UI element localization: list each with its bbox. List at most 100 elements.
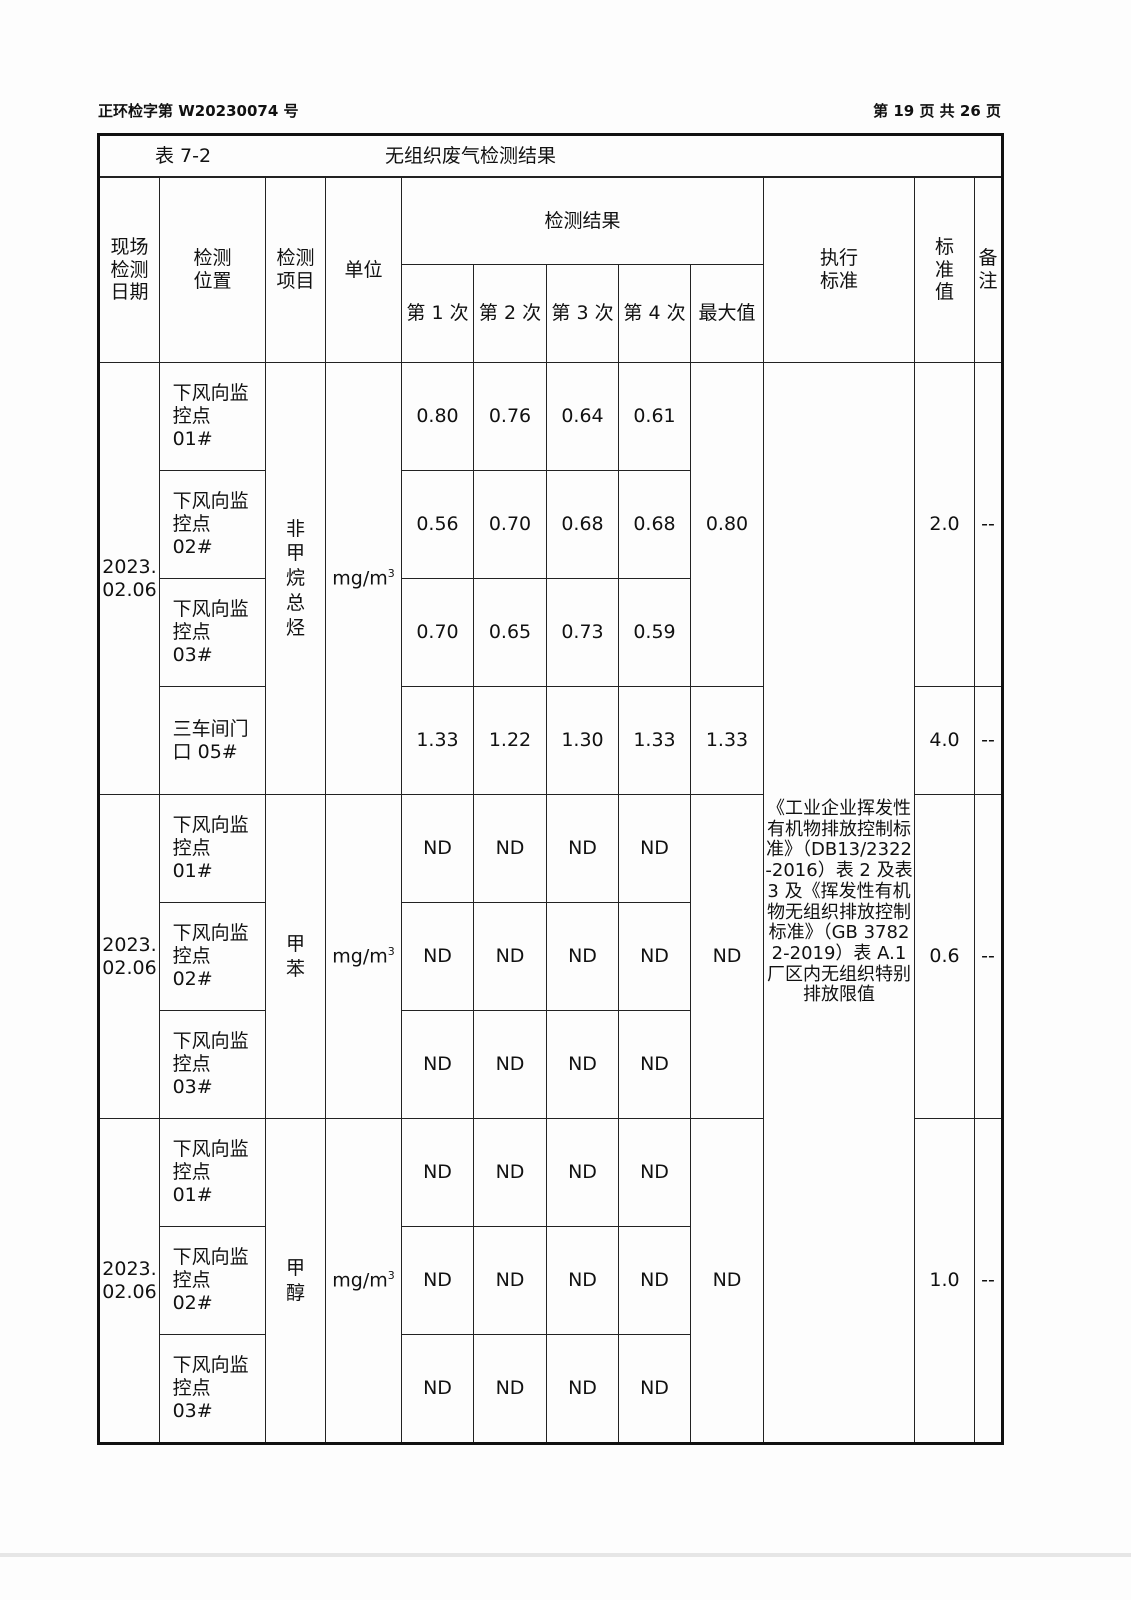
report-number: 正环检字第 W20230074 号 [98, 102, 299, 120]
note-cell: -- [973, 794, 1004, 1119]
location-cell: 下风向监控点 03# [159, 1334, 266, 1444]
col-r1: 第 1 次 [401, 264, 474, 363]
location-text: 三车间门口 05# [172, 717, 249, 763]
result-cell: 0.80 [401, 362, 474, 471]
result-cell: ND [473, 794, 547, 903]
col-note: 备 注 [973, 176, 1004, 363]
result-cell: ND [618, 1334, 691, 1444]
result-cell: 0.56 [401, 470, 474, 579]
item-text: 非甲烷总烃 [285, 517, 305, 639]
result-cell: 1.33 [618, 686, 691, 795]
col-r4: 第 4 次 [618, 264, 691, 363]
scan-edge [0, 1553, 1131, 1557]
location-text: 下风向监控点 01# [172, 814, 249, 882]
unit-cell: mg/m3 [325, 794, 402, 1119]
col-unit: 单位 [325, 176, 402, 363]
location-cell: 下风向监控点 03# [159, 1010, 266, 1119]
location-text: 下风向监控点 02# [172, 490, 249, 558]
limit-cell: 0.6 [914, 794, 975, 1119]
result-cell: ND [401, 794, 474, 903]
col-item: 检测 项目 [265, 176, 326, 363]
unit-text: mg/m [332, 945, 388, 968]
max-cell: 1.33 [690, 686, 764, 795]
table-row: 2023. 02.06 下风向监控点 01# 非甲烷总烃 mg/m3 0.80 0.76 0… [98, 362, 1004, 1444]
result-cell: ND [401, 1010, 474, 1119]
result-cell: ND [546, 1226, 619, 1335]
unit-exponent: 3 [387, 566, 395, 580]
limit-cell: 1.0 [914, 1118, 975, 1444]
table-row: 下风向监控点 02# 0.56 0.70 0.68 0.68 [99, 470, 1003, 579]
col-limit: 标 准 值 [914, 176, 975, 363]
limit-cell: 2.0 [914, 362, 975, 687]
result-cell: ND [546, 794, 619, 903]
result-cell: 0.73 [546, 578, 619, 687]
location-text: 下风向监控点 03# [172, 598, 249, 666]
col-date: 现场 检测 日期 [98, 176, 160, 363]
result-cell: ND [473, 1010, 547, 1119]
location-text: 下风向监控点 03# [172, 1354, 249, 1422]
col-max: 最大值 [690, 264, 764, 363]
table-row: 下风向监控点 02# ND ND ND ND [99, 1226, 1003, 1335]
table-row: 2023. 02.06 下风向监控点 01# 甲苯 mg/m3 ND ND ND ND ND 0.… [98, 794, 1004, 1119]
result-cell: ND [618, 1010, 691, 1119]
date-cell: 2023. 02.06 [98, 794, 160, 1119]
location-text: 下风向监控点 02# [172, 1246, 249, 1314]
result-cell: ND [546, 902, 619, 1011]
result-cell: 0.61 [618, 362, 691, 471]
location-text: 下风向监控点 01# [172, 382, 249, 450]
location-cell: 下风向监控点 01# [159, 362, 266, 471]
subheader-row: 第 1 次 第 2 次 第 3 次 第 4 次 最大值 [99, 264, 1003, 363]
table-row: 2023. 02.06 下风向监控点 01# 甲醇 mg/m3 ND ND ND ND ND 1.… [98, 1118, 1004, 1444]
result-cell: ND [401, 1118, 474, 1227]
limit-cell: 4.0 [914, 686, 975, 795]
result-cell: 0.64 [546, 362, 619, 471]
result-cell: 0.68 [546, 470, 619, 579]
location-cell: 下风向监控点 01# [159, 794, 266, 903]
location-text: 下风向监控点 01# [172, 1138, 249, 1206]
header-row: 现场 检测 日期 检测 位置 检测 项目 单位 检测结果 执行 标准 标 准 值… [98, 176, 1004, 363]
result-cell: 0.59 [618, 578, 691, 687]
result-cell: 1.33 [401, 686, 474, 795]
result-cell: 0.76 [473, 362, 547, 471]
max-cell: ND [690, 1118, 764, 1444]
result-cell: ND [473, 1334, 547, 1444]
note-cell: -- [973, 1118, 1004, 1444]
item-text: 甲醇 [285, 1256, 305, 1304]
col-results: 检测结果 [401, 176, 764, 265]
note-cell: -- [973, 686, 1004, 795]
location-cell: 三车间门口 05# [159, 686, 266, 795]
item-cell: 甲醇 [265, 1118, 326, 1444]
result-cell: 0.70 [473, 470, 547, 579]
results-table: 表 7-2 无组织废气检测结果 现场 检测 日期 检测 位置 检测 项目 单位 检… [97, 133, 1005, 1445]
result-cell: ND [401, 1226, 474, 1335]
location-cell: 下风向监控点 02# [159, 1226, 266, 1335]
table-title-row: 表 7-2 无组织废气检测结果 [97, 134, 1004, 178]
table-row: 下风向监控点 03# ND ND ND ND [99, 1334, 1003, 1444]
date-cell: 2023. 02.06 [98, 1118, 160, 1444]
result-cell: 0.68 [618, 470, 691, 579]
result-cell: ND [473, 1118, 547, 1227]
note-cell: -- [973, 362, 1004, 687]
result-cell: 0.65 [473, 578, 547, 687]
location-text: 下风向监控点 02# [172, 922, 249, 990]
result-cell: ND [546, 1010, 619, 1119]
result-cell: ND [546, 1334, 619, 1444]
result-cell: ND [618, 1118, 691, 1227]
location-cell: 下风向监控点 01# [159, 1118, 266, 1227]
location-cell: 下风向监控点 02# [159, 470, 266, 579]
unit-exponent: 3 [387, 1268, 395, 1282]
result-cell: ND [546, 1118, 619, 1227]
result-cell: 0.70 [401, 578, 474, 687]
date-cell: 2023. 02.06 [98, 362, 160, 795]
table-row: 下风向监控点 02# ND ND ND ND [99, 902, 1003, 1011]
item-text: 甲苯 [285, 932, 305, 980]
table-row: 下风向监控点 03# 0.70 0.65 0.73 0.59 [99, 578, 1003, 687]
standard-cell: 《工业企业挥发性有机物排放控制标准》（DB13/2322-2016）表 2 及表… [763, 362, 915, 1444]
unit-exponent: 3 [387, 944, 395, 958]
result-cell: 1.22 [473, 686, 547, 795]
unit-cell: mg/m3 [325, 362, 402, 795]
result-cell: ND [618, 1226, 691, 1335]
item-cell: 甲苯 [265, 794, 326, 1119]
item-cell: 非甲烷总烃 [265, 362, 326, 795]
col-location: 检测 位置 [159, 176, 266, 363]
